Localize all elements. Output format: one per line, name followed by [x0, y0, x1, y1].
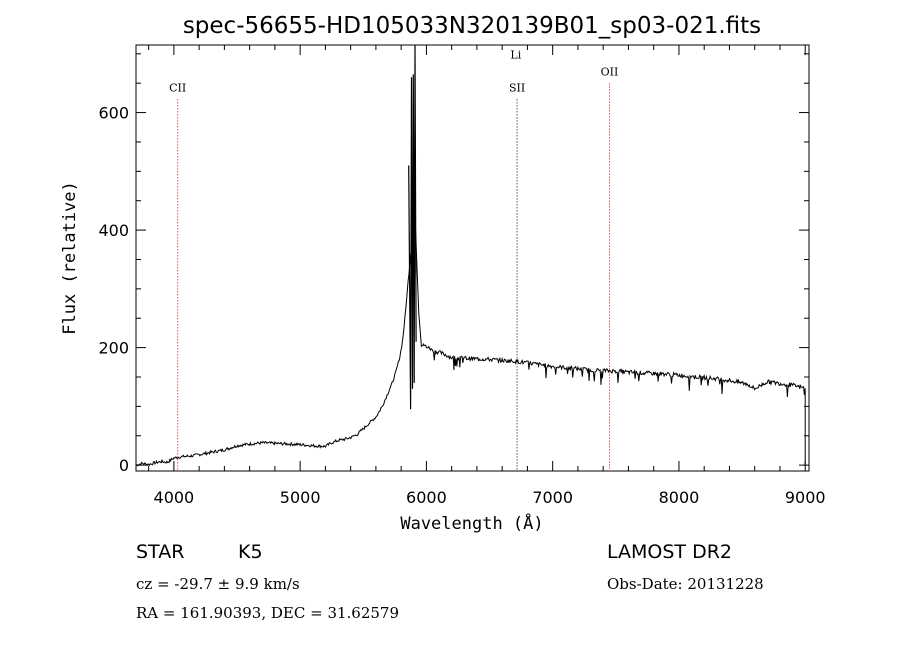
- survey-name: LAMOST DR2: [607, 541, 732, 563]
- chart-title: spec-56655-HD105033N320139B01_sp03-021.f…: [183, 13, 761, 39]
- x-axis-label: Wavelength (Å): [400, 512, 543, 534]
- line-marker-label-sii: SII: [509, 81, 525, 94]
- line-marker-label-cii: CII: [169, 81, 186, 94]
- coordinates: RA = 161.90393, DEC = 31.62579: [136, 604, 400, 622]
- axis-ticks: [136, 45, 809, 471]
- line-marker-label-li: Li: [510, 49, 521, 62]
- x-tick-label: 5000: [280, 488, 321, 507]
- line-markers: CII SII Li OII: [169, 49, 618, 471]
- absorption-spikes: [408, 44, 417, 410]
- y-tick-label: 400: [98, 221, 129, 240]
- spectral-subclass: K5: [238, 541, 263, 563]
- redshift-value: cz = -29.7 ± 9.9 km/s: [136, 575, 300, 593]
- emission-spike-cluster: [408, 44, 417, 410]
- spectrum-chart: spec-56655-HD105033N320139B01_sp03-021.f…: [60, 13, 826, 534]
- y-axis-label: Flux (relative): [60, 181, 80, 335]
- x-tick-label: 4000: [154, 488, 195, 507]
- spectrum-line: [135, 218, 806, 467]
- plot-frame: [135, 44, 810, 472]
- y-tick-label: 0: [119, 456, 129, 475]
- x-tick-label: 7000: [532, 488, 573, 507]
- observation-date: Obs-Date: 20131228: [607, 575, 764, 593]
- y-tick-label: 200: [98, 339, 129, 358]
- axis-tick-labels: 4000 5000 6000 7000 8000 9000 0 200 400 600: [98, 104, 825, 507]
- line-marker-label-oii: OII: [601, 66, 619, 79]
- x-tick-label: 9000: [785, 488, 826, 507]
- x-tick-label: 6000: [406, 488, 447, 507]
- y-tick-label: 600: [98, 104, 129, 123]
- x-tick-label: 8000: [659, 488, 700, 507]
- object-class: STAR: [136, 541, 185, 563]
